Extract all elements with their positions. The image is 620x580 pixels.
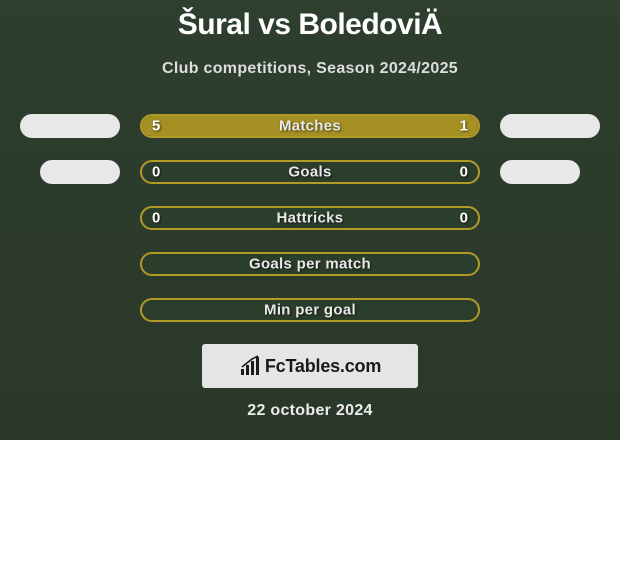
left-pill (40, 160, 120, 184)
h2h-widget: Šural vs BoledoviÄ Club competitions, Se… (0, 0, 620, 440)
bar-fill-left (142, 116, 404, 136)
stat-label: Min per goal (264, 302, 356, 319)
stats-container: 5 Matches 1 0 Goals 0 0 Hattricks 0 (0, 114, 620, 322)
stat-label: Hattricks (277, 210, 344, 227)
right-pill (500, 114, 600, 138)
stat-row: 5 Matches 1 (0, 114, 620, 138)
left-pill (20, 114, 120, 138)
right-pill (500, 160, 580, 184)
brand-text: FcTables.com (265, 356, 381, 377)
stat-bar-gpm: Goals per match (140, 252, 480, 276)
date-text: 22 october 2024 (0, 402, 620, 420)
stat-bar-mpg: Min per goal (140, 298, 480, 322)
stat-left-value: 0 (152, 210, 160, 227)
brand-link[interactable]: FcTables.com (202, 344, 418, 388)
stat-row: 0 Goals 0 (0, 160, 620, 184)
stat-label: Goals per match (249, 256, 371, 273)
stat-row: 0 Hattricks 0 (0, 206, 620, 230)
page-title: Šural vs BoledoviÄ (0, 8, 620, 42)
stat-bar-hattricks: 0 Hattricks 0 (140, 206, 480, 230)
stat-right-value: 0 (460, 164, 468, 181)
stat-bar-matches: 5 Matches 1 (140, 114, 480, 138)
stat-bar-goals: 0 Goals 0 (140, 160, 480, 184)
stat-right-value: 0 (460, 210, 468, 227)
stat-label: Matches (279, 118, 341, 135)
stat-label: Goals (288, 164, 331, 181)
stat-right-value: 1 (460, 118, 468, 135)
stat-row: Goals per match (0, 252, 620, 276)
stat-row: Min per goal (0, 298, 620, 322)
stat-left-value: 0 (152, 164, 160, 181)
stat-left-value: 5 (152, 118, 160, 135)
subtitle: Club competitions, Season 2024/2025 (0, 60, 620, 78)
chart-icon (239, 355, 261, 377)
